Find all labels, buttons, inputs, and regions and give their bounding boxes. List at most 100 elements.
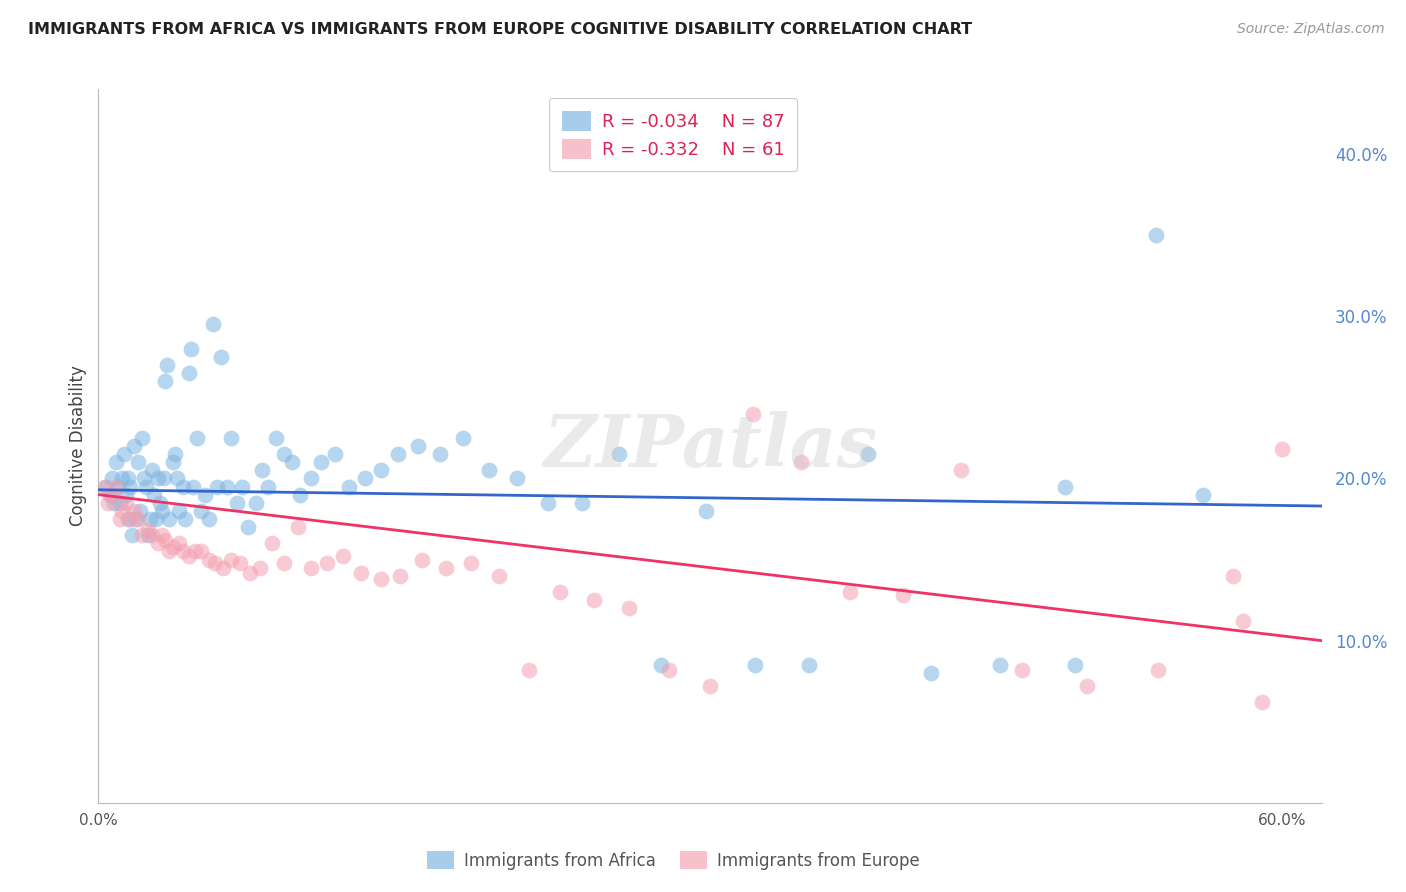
Point xyxy=(264,431,287,445)
Point xyxy=(1054,479,1077,493)
Point xyxy=(949,463,972,477)
Point xyxy=(159,512,181,526)
Point xyxy=(111,504,134,518)
Point xyxy=(1222,568,1244,582)
Point xyxy=(146,536,169,550)
Point xyxy=(389,568,412,582)
Point xyxy=(172,479,194,493)
Point xyxy=(239,566,262,580)
Point xyxy=(156,358,179,372)
Point xyxy=(658,663,681,677)
Point xyxy=(537,496,560,510)
Point xyxy=(1147,663,1170,677)
Point xyxy=(332,549,354,564)
Point xyxy=(135,479,157,493)
Point xyxy=(155,374,177,388)
Point xyxy=(1076,679,1098,693)
Point xyxy=(301,560,323,574)
Point xyxy=(121,528,143,542)
Point xyxy=(370,572,392,586)
Point xyxy=(179,549,201,564)
Point xyxy=(162,455,184,469)
Point xyxy=(316,556,339,570)
Point xyxy=(111,471,134,485)
Point xyxy=(138,512,160,526)
Point xyxy=(617,601,640,615)
Point xyxy=(112,447,135,461)
Point xyxy=(287,520,309,534)
Point xyxy=(169,536,191,550)
Point xyxy=(273,556,295,570)
Point xyxy=(250,463,273,477)
Point xyxy=(150,504,173,518)
Point xyxy=(97,496,120,510)
Point xyxy=(215,479,238,493)
Point xyxy=(131,431,153,445)
Point xyxy=(132,471,155,485)
Point xyxy=(179,366,201,380)
Point xyxy=(225,496,247,510)
Point xyxy=(406,439,429,453)
Point xyxy=(145,512,167,526)
Point xyxy=(127,455,149,469)
Point xyxy=(505,471,527,485)
Point xyxy=(122,439,145,453)
Point xyxy=(411,552,433,566)
Point xyxy=(273,447,295,461)
Point xyxy=(1192,488,1215,502)
Point xyxy=(920,666,942,681)
Point xyxy=(181,479,204,493)
Point xyxy=(607,447,630,461)
Point xyxy=(229,556,252,570)
Point xyxy=(159,544,181,558)
Point xyxy=(478,463,501,477)
Point xyxy=(209,350,232,364)
Point xyxy=(301,471,323,485)
Point xyxy=(136,528,159,542)
Point xyxy=(105,455,128,469)
Point xyxy=(1232,614,1254,628)
Text: IMMIGRANTS FROM AFRICA VS IMMIGRANTS FROM EUROPE COGNITIVE DISABILITY CORRELATIO: IMMIGRANTS FROM AFRICA VS IMMIGRANTS FRO… xyxy=(28,22,972,37)
Point xyxy=(893,588,915,602)
Point xyxy=(169,504,191,518)
Point xyxy=(103,496,125,510)
Point xyxy=(260,536,283,550)
Point xyxy=(155,533,177,547)
Point xyxy=(323,447,346,461)
Point xyxy=(434,560,457,574)
Point xyxy=(1011,663,1033,677)
Point xyxy=(249,560,271,574)
Point xyxy=(146,471,169,485)
Point xyxy=(131,528,153,542)
Point xyxy=(488,568,510,582)
Point xyxy=(115,496,138,510)
Point xyxy=(790,455,813,469)
Point xyxy=(350,566,373,580)
Point xyxy=(429,447,451,461)
Point xyxy=(699,679,721,693)
Point xyxy=(127,512,149,526)
Point xyxy=(219,431,242,445)
Text: ZIPatlas: ZIPatlas xyxy=(543,410,877,482)
Point xyxy=(856,447,879,461)
Point xyxy=(136,524,159,538)
Point xyxy=(311,455,333,469)
Point xyxy=(101,471,124,485)
Point xyxy=(204,556,226,570)
Point xyxy=(165,447,187,461)
Point xyxy=(245,496,267,510)
Point xyxy=(353,471,375,485)
Point xyxy=(172,544,194,558)
Point xyxy=(231,479,253,493)
Point xyxy=(582,593,605,607)
Point xyxy=(190,504,212,518)
Y-axis label: Cognitive Disability: Cognitive Disability xyxy=(69,366,87,526)
Point xyxy=(186,431,208,445)
Point xyxy=(166,471,188,485)
Point xyxy=(162,540,184,554)
Point xyxy=(211,560,233,574)
Point xyxy=(105,479,128,493)
Point xyxy=(108,496,131,510)
Point xyxy=(93,479,115,493)
Point xyxy=(117,512,139,526)
